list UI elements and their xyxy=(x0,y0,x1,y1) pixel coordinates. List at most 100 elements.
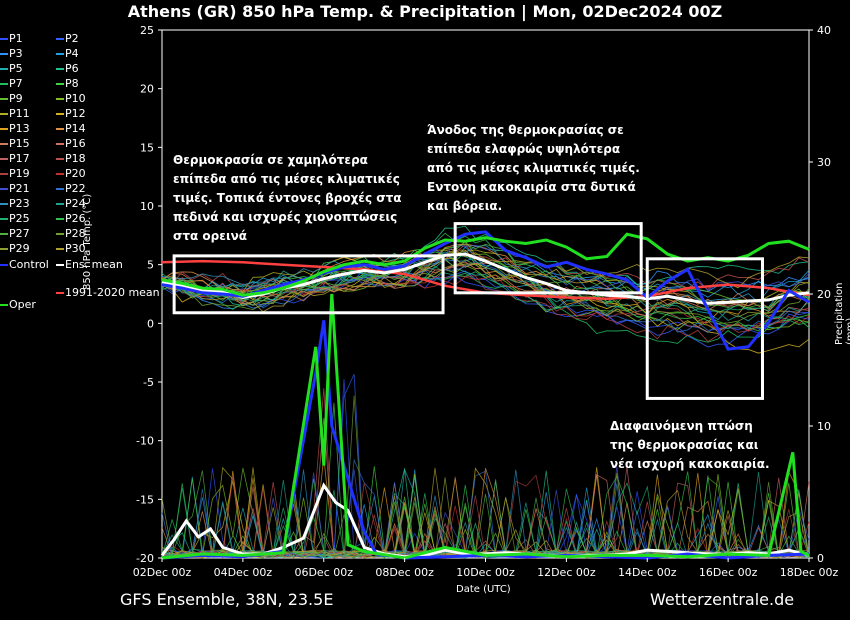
legend-label: Control xyxy=(9,258,49,271)
x-axis-title: Date (UTC) xyxy=(456,584,511,595)
legend-item-p15: P15 xyxy=(0,137,30,150)
member-temp-line xyxy=(161,244,810,298)
legend-item-control: Control xyxy=(0,258,49,271)
legend-label: P16 xyxy=(65,137,86,150)
legend-label: P3 xyxy=(9,47,23,60)
legend-swatch xyxy=(56,83,64,85)
legend-label: P18 xyxy=(65,152,86,165)
legend-item-p21: P21 xyxy=(0,182,30,195)
legend-item-p8: P8 xyxy=(56,77,79,90)
member-temp-line xyxy=(161,245,810,304)
y-tick-label: 10 xyxy=(140,200,154,213)
y-tick-label: 15 xyxy=(140,141,154,154)
legend-swatch xyxy=(0,304,8,306)
legend-label: P24 xyxy=(65,197,86,210)
y-tick-label: 20 xyxy=(140,83,154,96)
legend-label: P20 xyxy=(65,167,86,180)
source-credit: Wetterzentrale.de xyxy=(650,590,795,609)
member-temp-line xyxy=(161,271,810,343)
legend-label: P30 xyxy=(65,242,86,255)
y-tick-label: 0 xyxy=(147,317,154,330)
legend-label: P12 xyxy=(65,107,86,120)
legend-swatch xyxy=(0,53,8,55)
legend-item-p6: P6 xyxy=(56,62,79,75)
legend-item-p24: P24 xyxy=(56,197,86,210)
legend-swatch xyxy=(56,203,64,205)
legend-swatch xyxy=(0,158,8,160)
legend-label: P23 xyxy=(9,197,30,210)
ens-mean-line xyxy=(161,252,810,305)
legend-label: P13 xyxy=(9,122,30,135)
legend-item-p13: P13 xyxy=(0,122,30,135)
x-tick-label: 08Dec 00z xyxy=(375,566,434,579)
member-temp-line xyxy=(161,275,810,334)
legend-label: P26 xyxy=(65,212,86,225)
legend-label: P11 xyxy=(9,107,30,120)
legend-label: P7 xyxy=(9,77,23,90)
legend-label: P25 xyxy=(9,212,30,225)
member-temp-line xyxy=(161,272,810,344)
legend-item-p29: P29 xyxy=(0,242,30,255)
legend-swatch xyxy=(56,38,64,40)
y-tick-label: 25 xyxy=(140,24,154,37)
y-tick-label: 5 xyxy=(147,259,154,272)
legend-swatch xyxy=(56,113,64,115)
legend-label: P27 xyxy=(9,227,30,240)
oper-precipitation-line xyxy=(161,293,810,560)
highlight-box xyxy=(645,257,764,400)
legend-item-p28: P28 xyxy=(56,227,86,240)
member-temp-line xyxy=(161,265,810,321)
legend-item-oper: Oper xyxy=(0,298,36,311)
legend-label: P10 xyxy=(65,92,86,105)
legend-swatch xyxy=(0,143,8,145)
legend-item-p16: P16 xyxy=(56,137,86,150)
legend-label: P15 xyxy=(9,137,30,150)
legend-swatch xyxy=(56,248,64,250)
x-tick-label: 06Dec 00z xyxy=(294,566,353,579)
y-tick-label: -15 xyxy=(136,493,154,506)
annotation-warm-period: Άνοδος της θερμοκρασίας σε επίπεδα ελαφρ… xyxy=(427,123,640,213)
legend-label: P28 xyxy=(65,227,86,240)
legend-label: P19 xyxy=(9,167,30,180)
legend-swatch xyxy=(56,68,64,70)
chart-title: Athens (GR) 850 hPa Temp. & Precipitatio… xyxy=(127,2,723,21)
legend-label: P2 xyxy=(65,32,79,45)
x-tick-label: 12Dec 00z xyxy=(537,566,596,579)
legend-swatch xyxy=(56,53,64,55)
legend-label: P6 xyxy=(65,62,79,75)
x-tick-label: 02Dec 00z xyxy=(133,566,192,579)
legend-item-p12: P12 xyxy=(56,107,86,120)
legend-label: P9 xyxy=(9,92,23,105)
y2-tick-label: 10 xyxy=(817,420,831,433)
legend-swatch xyxy=(56,128,64,130)
legend-item-p19: P19 xyxy=(0,167,30,180)
legend-item-p23: P23 xyxy=(0,197,30,210)
y-axis-title: 850 hPa Temp. (°C) xyxy=(82,193,93,290)
x-tick-label: 16Dec 00z xyxy=(699,566,758,579)
legend-swatch xyxy=(56,158,64,160)
legend-item-p9: P9 xyxy=(0,92,23,105)
y2-tick-label: 40 xyxy=(817,24,831,37)
legend-swatch xyxy=(0,218,8,220)
legend-swatch xyxy=(0,113,8,115)
legend-swatch xyxy=(0,68,8,70)
legend-swatch xyxy=(56,188,64,190)
legend-swatch xyxy=(56,143,64,145)
x-tick-label: 14Dec 00z xyxy=(618,566,677,579)
member-temp-line xyxy=(161,258,810,321)
legend-item-p2: P2 xyxy=(56,32,79,45)
legend-swatch xyxy=(56,264,64,266)
legend-swatch xyxy=(56,233,64,235)
y-tick-label: -10 xyxy=(136,435,154,448)
member-temp-line xyxy=(161,251,810,322)
legend-label: P17 xyxy=(9,152,30,165)
y2-tick-label: 0 xyxy=(817,552,824,565)
legend-swatch xyxy=(0,83,8,85)
legend-swatch xyxy=(0,233,8,235)
legend-label: P29 xyxy=(9,242,30,255)
x-tick-label: 10Dec 00z xyxy=(456,566,515,579)
legend-label: P22 xyxy=(65,182,86,195)
annotation-cold-period: Θερμοκρασία σε χαμηλότερα επίπεδα από τι… xyxy=(173,153,402,243)
legend-swatch xyxy=(56,218,64,220)
